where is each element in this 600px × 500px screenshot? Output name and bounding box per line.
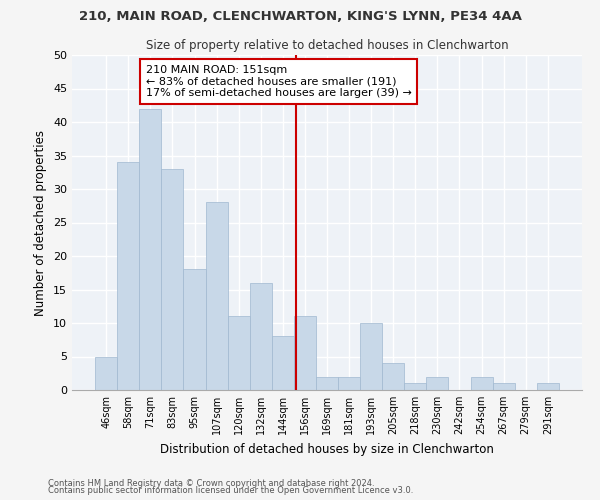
Bar xyxy=(184,270,206,390)
Bar xyxy=(360,323,382,390)
Y-axis label: Number of detached properties: Number of detached properties xyxy=(34,130,47,316)
Bar xyxy=(272,336,294,390)
X-axis label: Distribution of detached houses by size in Clenchwarton: Distribution of detached houses by size … xyxy=(160,442,494,456)
Bar xyxy=(139,108,161,390)
Bar xyxy=(95,356,117,390)
Bar xyxy=(161,169,184,390)
Bar xyxy=(316,376,338,390)
Text: 210, MAIN ROAD, CLENCHWARTON, KING'S LYNN, PE34 4AA: 210, MAIN ROAD, CLENCHWARTON, KING'S LYN… xyxy=(79,10,521,23)
Bar xyxy=(427,376,448,390)
Bar xyxy=(206,202,227,390)
Text: Contains public sector information licensed under the Open Government Licence v3: Contains public sector information licen… xyxy=(48,486,413,495)
Bar xyxy=(470,376,493,390)
Bar xyxy=(294,316,316,390)
Bar xyxy=(250,283,272,390)
Title: Size of property relative to detached houses in Clenchwarton: Size of property relative to detached ho… xyxy=(146,40,508,52)
Bar xyxy=(404,384,427,390)
Text: Contains HM Land Registry data © Crown copyright and database right 2024.: Contains HM Land Registry data © Crown c… xyxy=(48,478,374,488)
Bar xyxy=(493,384,515,390)
Bar xyxy=(117,162,139,390)
Bar xyxy=(227,316,250,390)
Bar xyxy=(338,376,360,390)
Bar xyxy=(537,384,559,390)
Bar xyxy=(382,363,404,390)
Text: 210 MAIN ROAD: 151sqm
← 83% of detached houses are smaller (191)
17% of semi-det: 210 MAIN ROAD: 151sqm ← 83% of detached … xyxy=(146,65,412,98)
